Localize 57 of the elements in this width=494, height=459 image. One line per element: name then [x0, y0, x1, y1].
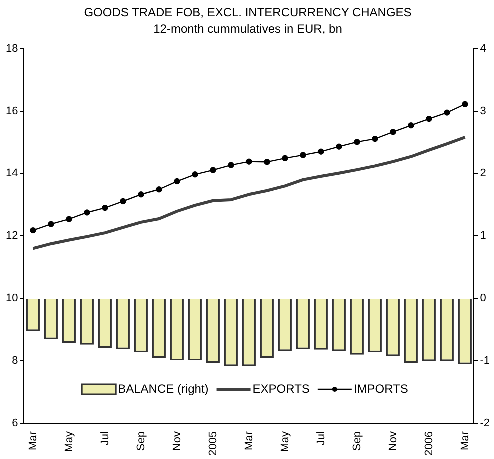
- x-tick-label: Mar: [459, 431, 472, 450]
- point: [282, 155, 288, 162]
- point: [462, 101, 468, 108]
- point: [102, 204, 108, 212]
- x-tick-label: Mar: [27, 431, 40, 450]
- point: [426, 116, 432, 122]
- x-tick-label: May: [63, 431, 76, 452]
- point: [228, 162, 234, 168]
- y-tick-label: 8: [12, 355, 18, 368]
- point: [30, 227, 36, 234]
- x-tick-label: Nov: [387, 431, 400, 452]
- y2-tick-label: 1: [480, 230, 486, 242]
- point: [210, 167, 216, 174]
- point: [84, 210, 90, 216]
- x-tick-label: May: [279, 431, 292, 452]
- point: [318, 148, 324, 155]
- x-tick-label: Jul: [315, 432, 328, 446]
- y-tick-label: 6: [12, 418, 18, 430]
- x-tick-label: Sep: [351, 432, 364, 452]
- y-tick-label: 16: [6, 105, 18, 118]
- point: [120, 198, 126, 205]
- y2-tick-label: 4: [480, 42, 486, 55]
- y-tick-label: 14: [6, 168, 18, 180]
- x-tick-label: Mar: [243, 431, 256, 450]
- y2-tick-label: 0: [480, 292, 486, 305]
- point: [444, 110, 450, 116]
- chart-title: GOODS TRADE FOB, EXCL. INTERCURRENCY CHANGES: [84, 6, 412, 20]
- legend-label: IMPORTS: [354, 382, 408, 396]
- point: [336, 144, 342, 150]
- legend-label: EXPORTS: [252, 382, 310, 396]
- point: [372, 136, 378, 142]
- x-tick-label: Sep: [135, 432, 148, 452]
- y2-tick-label: -2: [480, 418, 490, 430]
- x-tick-label: 2005: [207, 432, 220, 456]
- y-tick-label: 12: [6, 230, 18, 242]
- point: [300, 152, 306, 158]
- point: [192, 172, 198, 178]
- y2-tick-label: 3: [480, 105, 486, 118]
- x-tick-label: 2006: [423, 432, 436, 456]
- point: [390, 129, 396, 136]
- legend-label: BALANCE (right): [118, 382, 209, 396]
- y-tick-label: 18: [6, 42, 18, 55]
- point: [174, 178, 180, 185]
- x-tick-label: Jul: [99, 432, 112, 446]
- point: [246, 158, 252, 165]
- point: [408, 122, 414, 129]
- chart-subtitle: 12-month cummulatives in EUR, bn: [154, 22, 342, 36]
- point: [48, 221, 54, 228]
- y-tick-label: 10: [6, 292, 18, 305]
- point: [156, 186, 162, 193]
- point: [66, 216, 72, 222]
- x-tick-label: Nov: [171, 431, 184, 452]
- y2-tick-label: 2: [480, 168, 486, 180]
- point: [138, 192, 144, 198]
- point: [264, 159, 270, 166]
- point: [354, 139, 360, 146]
- y2-tick-label: -1: [480, 355, 490, 368]
